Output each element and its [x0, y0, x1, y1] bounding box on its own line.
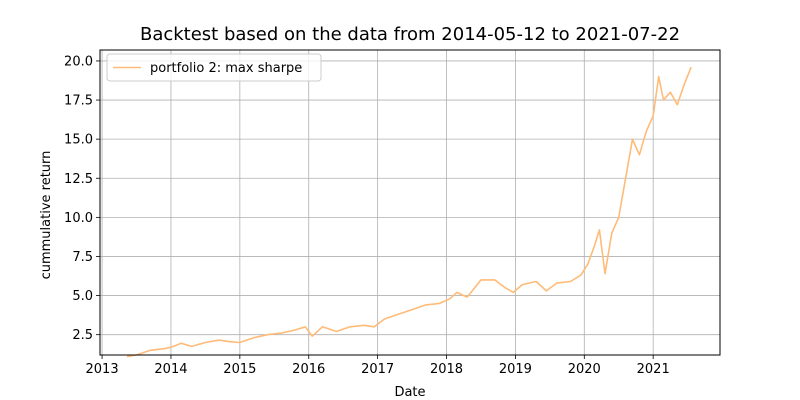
- y-tick-label: 7.5: [72, 250, 93, 265]
- series-line-0: [126, 66, 692, 358]
- x-tick-label: 2021: [637, 362, 670, 377]
- x-tick-label: 2014: [154, 362, 187, 377]
- legend-box: [106, 53, 322, 82]
- x-tick-label: 2019: [499, 362, 532, 377]
- x-tick-label: 2020: [568, 362, 601, 377]
- y-tick-label: 10.0: [64, 211, 93, 226]
- y-axis-label: cummulative return: [39, 151, 54, 280]
- legend: portfolio 2: max sharpe: [106, 53, 322, 82]
- y-tick-label: 17.5: [64, 94, 93, 109]
- plot-frame: [99, 49, 721, 356]
- series-layer: [126, 66, 692, 358]
- y-tick-label: 15.0: [64, 133, 93, 148]
- y-tick-label: 5.0: [72, 289, 93, 304]
- y-tick-label: 20.0: [64, 54, 93, 69]
- y-axis-ticks: 2.5 5.0 7.5 10.0 12.5 15.0 17.5 20.0: [64, 54, 100, 343]
- y-tick-label: 2.5: [72, 328, 93, 343]
- chart-title: Backtest based on the data from 2014-05-…: [140, 24, 680, 45]
- x-tick-label: 2018: [430, 362, 463, 377]
- legend-label: portfolio 2: max sharpe: [150, 61, 302, 76]
- x-axis-ticks: 2013 2014 2015 2016 2017 2018 2019 2020 2021: [86, 355, 670, 377]
- x-axis-label: Date: [394, 385, 425, 400]
- x-tick-label: 2015: [223, 362, 256, 377]
- x-tick-label: 2013: [86, 362, 119, 377]
- y-tick-label: 12.5: [64, 172, 93, 187]
- x-tick-label: 2017: [361, 362, 394, 377]
- x-tick-label: 2016: [292, 362, 325, 377]
- grid: [100, 50, 720, 355]
